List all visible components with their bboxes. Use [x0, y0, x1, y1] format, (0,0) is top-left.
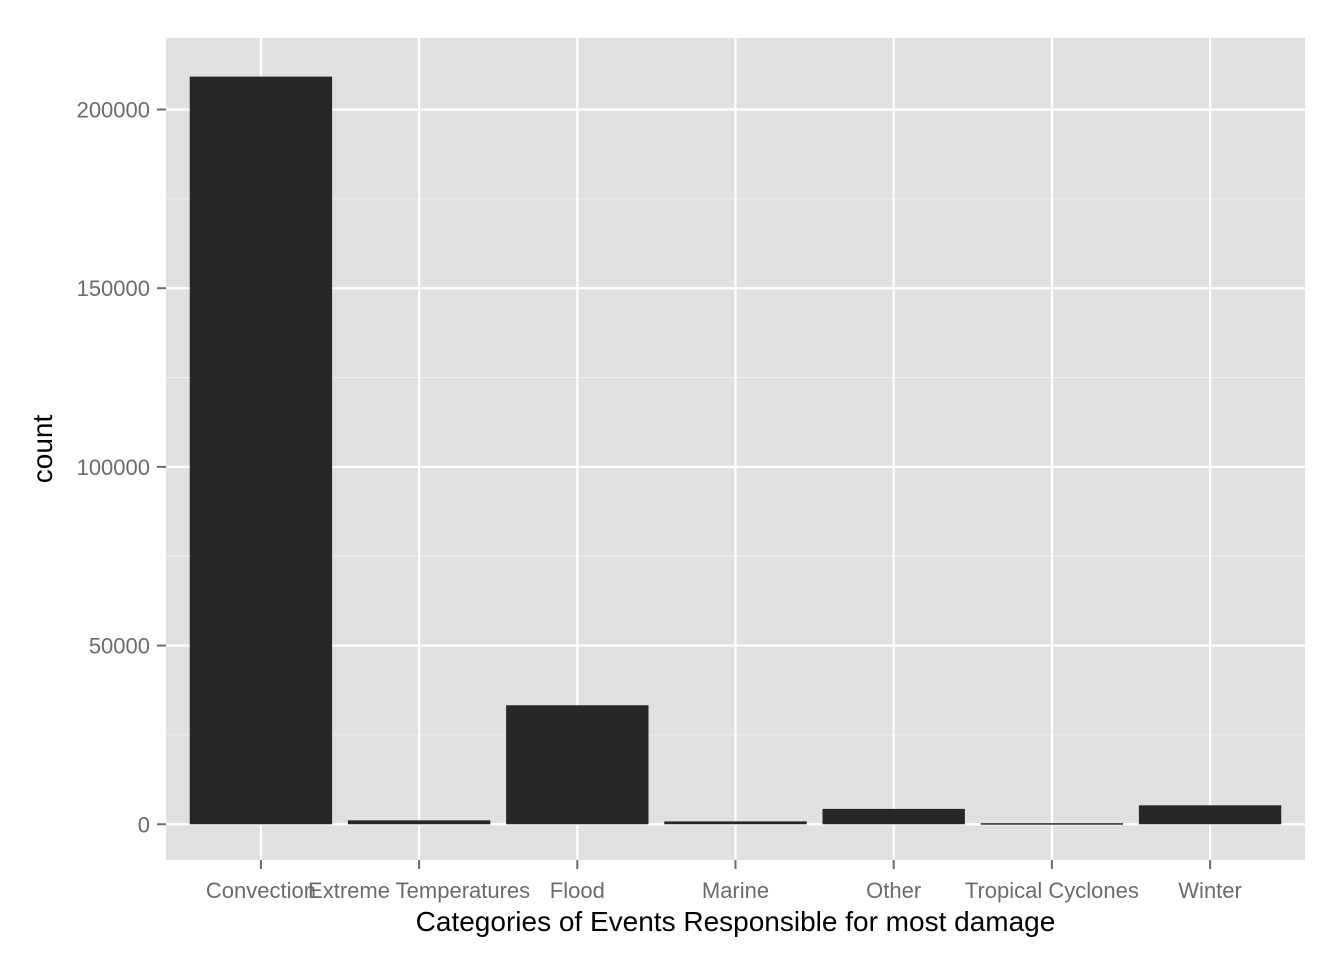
- x-tick-label: Tropical Cyclones: [965, 878, 1139, 903]
- y-tick-label: 0: [138, 812, 150, 837]
- bar-extreme-temperatures: [347, 820, 491, 825]
- bar-flood: [506, 705, 649, 825]
- y-tick-label: 150000: [77, 276, 150, 301]
- y-tick-label: 200000: [77, 97, 150, 122]
- x-tick-label: Convection: [206, 878, 316, 903]
- y-tick-label: 50000: [89, 634, 150, 659]
- y-tick-label: 100000: [77, 455, 150, 480]
- x-tick-label: Winter: [1178, 878, 1242, 903]
- x-tick-label: Extreme Temperatures: [308, 878, 530, 903]
- bars: [189, 76, 1282, 825]
- bar-tropical-cyclones: [980, 823, 1124, 825]
- bar-winter: [1138, 805, 1282, 825]
- bar-marine: [664, 821, 807, 825]
- bar-other: [822, 808, 965, 825]
- x-axis-title: Categories of Events Responsible for mos…: [416, 906, 1056, 937]
- x-tick-label: Other: [866, 878, 921, 903]
- bar-convection: [189, 76, 333, 825]
- y-axis-ticks: 0 50000 100000 150000 200000: [77, 97, 166, 837]
- x-tick-label: Flood: [550, 878, 605, 903]
- y-axis-title: count: [27, 415, 58, 484]
- x-tick-label: Marine: [702, 878, 769, 903]
